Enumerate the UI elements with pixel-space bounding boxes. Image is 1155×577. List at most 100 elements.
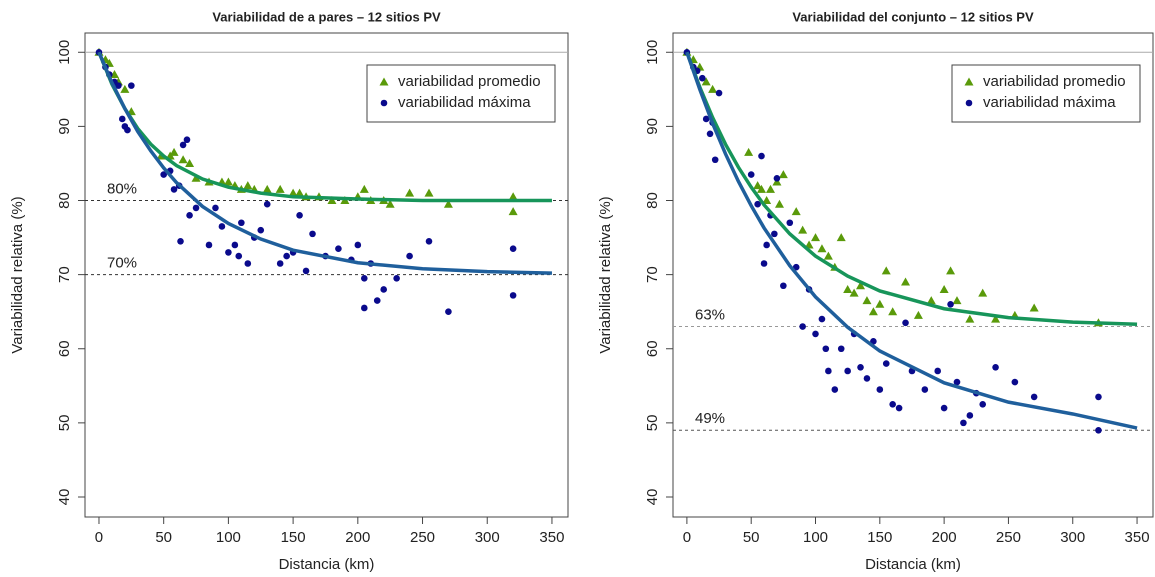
data-point [940, 404, 948, 412]
legend-marker [380, 99, 388, 107]
data-point [946, 266, 956, 275]
data-point [223, 177, 233, 186]
data-point [373, 297, 381, 304]
data-point [186, 212, 193, 219]
data-point [991, 314, 1001, 323]
y-tick-label: 80 [56, 192, 73, 209]
x-tick-label: 350 [539, 529, 564, 546]
data-point [244, 260, 252, 267]
data-point [895, 404, 903, 412]
data-point [354, 241, 362, 249]
data-point [882, 360, 890, 367]
data-point [825, 367, 832, 375]
data-point [876, 386, 884, 393]
data-point [799, 323, 806, 330]
data-point [856, 281, 866, 290]
data-point [934, 367, 941, 375]
data-point [875, 299, 885, 308]
y-axis-label: Variabilidad relativa (%) [597, 196, 614, 353]
data-point [231, 241, 239, 249]
data-point [862, 296, 872, 305]
x-tick-label: 300 [475, 529, 500, 546]
data-point [701, 77, 711, 86]
data-point [295, 188, 305, 197]
data-point [359, 184, 369, 193]
data-point [275, 184, 285, 193]
chart-title: Variabilidad del conjunto – 12 sitios PV [792, 9, 1034, 24]
legend-label: variabilidad promedio [983, 73, 1126, 90]
data-point [798, 225, 808, 234]
data-point [774, 199, 784, 208]
data-point [509, 292, 517, 299]
data-point [360, 275, 368, 282]
data-point [791, 207, 801, 216]
data-point [185, 158, 195, 167]
legend-box [366, 64, 556, 123]
data-point [118, 115, 126, 123]
data-point [960, 419, 967, 427]
data-point [509, 245, 517, 252]
data-point [380, 286, 388, 293]
y-tick-label: 60 [56, 340, 73, 357]
data-point [183, 136, 191, 144]
data-point [947, 300, 954, 308]
data-point [863, 375, 871, 382]
data-point [263, 200, 271, 208]
data-point [965, 314, 975, 323]
x-tick-label: 50 [743, 529, 760, 546]
data-point [124, 126, 131, 134]
chart-title: Variabilidad de a pares – 12 sitios PV [212, 9, 441, 24]
data-point [262, 184, 272, 193]
data-point [744, 147, 754, 156]
data-point [831, 386, 839, 393]
data-point [889, 401, 896, 408]
data-point [445, 308, 452, 315]
x-tick-label: 150 [281, 529, 306, 546]
data-point [309, 230, 316, 238]
data-point [243, 181, 253, 190]
data-point [763, 241, 770, 249]
data-point [425, 237, 433, 245]
x-tick-label: 150 [867, 529, 892, 546]
data-point [771, 230, 778, 238]
data-point [881, 266, 891, 275]
data-point [992, 363, 999, 371]
data-point [702, 115, 710, 123]
data-point [939, 284, 949, 293]
data-point [711, 156, 719, 164]
data-point [849, 288, 859, 297]
y-tick-label: 60 [644, 340, 661, 357]
data-point [756, 184, 766, 193]
x-tick-label: 100 [216, 529, 241, 546]
data-point [979, 401, 987, 408]
data-point [128, 82, 135, 89]
data-point [1095, 393, 1102, 401]
data-point [191, 173, 201, 182]
data-point [708, 84, 718, 93]
x-tick-label: 350 [1125, 529, 1150, 546]
data-point [978, 288, 988, 297]
data-point [868, 307, 878, 316]
data-point [205, 241, 213, 249]
data-point [283, 252, 290, 260]
data-point [699, 74, 706, 82]
data-point [818, 315, 826, 323]
data-point [836, 233, 846, 242]
data-point [758, 152, 765, 160]
fit-curve [685, 51, 1138, 430]
data-point [1030, 393, 1038, 401]
data-point [921, 386, 929, 393]
legend-marker [964, 77, 974, 86]
data-point [888, 307, 898, 316]
data-point [902, 319, 909, 327]
data-point [179, 141, 187, 149]
legend-marker [965, 99, 973, 107]
reference-label: 70% [107, 255, 137, 272]
data-point [443, 199, 453, 208]
y-tick-label: 90 [56, 118, 73, 135]
data-point [1011, 378, 1019, 386]
data-point [218, 223, 226, 230]
data-point [778, 170, 788, 179]
data-point [773, 174, 781, 182]
data-point [170, 186, 178, 193]
